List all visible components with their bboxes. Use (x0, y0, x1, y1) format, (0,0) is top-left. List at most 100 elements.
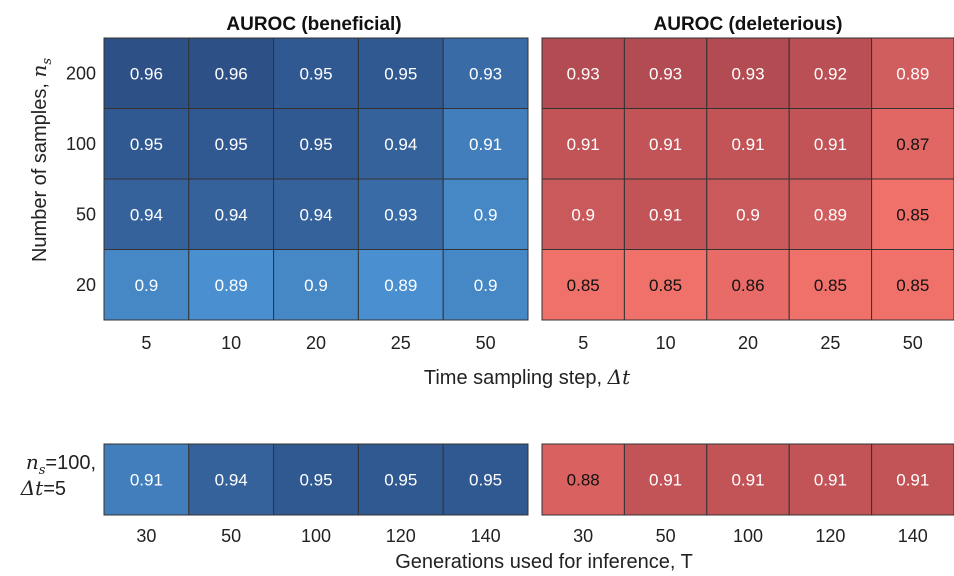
deleterious-cell-label: 0.93 (731, 64, 764, 83)
beneficial-cell (103, 178, 190, 250)
deleterious-cell (871, 178, 954, 250)
y-axis-label-symbol: n (27, 65, 51, 78)
deleterious-generations-x-tick-label: 30 (573, 526, 593, 546)
deleterious-cell-label: 0.91 (649, 135, 682, 154)
deleterious-x-tick-label: 10 (656, 333, 676, 353)
deleterious-generations-cell (706, 443, 790, 516)
deleterious-cell-label: 0.9 (571, 205, 595, 224)
x-axis-label-bottom: Generations used for inference, T (395, 551, 693, 573)
deleterious-cell-label: 0.85 (896, 276, 929, 295)
deleterious-cell (788, 249, 873, 321)
bottom-row-label-ns-subscript: s (39, 463, 46, 478)
beneficial-cell-label: 0.96 (215, 64, 248, 83)
beneficial-x-tick-label: 10 (221, 333, 241, 353)
beneficial-generations-cell (188, 443, 275, 516)
deleterious-cell (788, 37, 873, 109)
beneficial-x-tick-label: 20 (306, 333, 326, 353)
deleterious-generations-cell (871, 443, 954, 516)
deleterious-cell-label: 0.92 (814, 64, 847, 83)
deleterious-cell-label: 0.91 (731, 135, 764, 154)
beneficial-y-tick-label: 20 (76, 275, 96, 295)
deleterious-cell (706, 178, 790, 250)
heatmap-deleterious-generations: 0.88 0.91 0.91 0.91 0.91 30 50 100 120 140 (541, 443, 954, 546)
y-axis-label-subscript: s (40, 58, 55, 65)
deleterious-cell (541, 108, 625, 180)
beneficial-cell-label: 0.9 (135, 276, 159, 295)
beneficial-cell (357, 108, 444, 180)
deleterious-cell (871, 249, 954, 321)
deleterious-generations-cell-label: 0.91 (649, 471, 682, 490)
deleterious-cell-label: 0.86 (731, 276, 764, 295)
deleterious-cell-label: 0.85 (567, 276, 600, 295)
beneficial-cell-label: 0.89 (215, 276, 248, 295)
deleterious-cell (871, 108, 954, 180)
deleterious-cell (871, 37, 954, 109)
beneficial-cell-label: 0.93 (469, 64, 502, 83)
deleterious-cell-label: 0.85 (814, 276, 847, 295)
deleterious-cell-label: 0.91 (649, 205, 682, 224)
beneficial-cell-label: 0.94 (215, 205, 248, 224)
deleterious-cell (706, 249, 790, 321)
deleterious-cell-label: 0.87 (896, 135, 929, 154)
deleterious-x-tick-label: 50 (903, 333, 923, 353)
beneficial-cell (188, 37, 275, 109)
deleterious-cell (623, 108, 708, 180)
beneficial-x-tick-label: 50 (476, 333, 496, 353)
deleterious-cell-label: 0.85 (896, 205, 929, 224)
beneficial-cell-label: 0.93 (384, 205, 417, 224)
beneficial-generations-cell (442, 443, 529, 516)
deleterious-generations-cell (623, 443, 708, 516)
beneficial-generations-cell (357, 443, 444, 516)
heatmap-deleterious-main: 0.93 0.93 0.93 0.92 0.89 0.91 0.91 0.91 0.91 0.87… (541, 37, 954, 353)
deleterious-generations-cell-label: 0.91 (731, 471, 764, 490)
deleterious-cell-label: 0.91 (814, 135, 847, 154)
heatmap-beneficial-main: 0.96 0.96 0.95 0.95 0.930.95 0.95 0.95 0.94 0.91… (66, 37, 529, 353)
beneficial-cell (442, 249, 529, 321)
beneficial-cell (442, 178, 529, 250)
deleterious-generations-cell-label: 0.91 (896, 471, 929, 490)
deleterious-generations-cell (788, 443, 873, 516)
x-axis-label-top-text: Time sampling step, (424, 367, 608, 389)
deleterious-cell-label: 0.85 (649, 276, 682, 295)
beneficial-cell (442, 108, 529, 180)
beneficial-generations-cell-label: 0.95 (299, 471, 332, 490)
deleterious-cell (706, 37, 790, 109)
bottom-row-label-ns-value: =100, (45, 452, 96, 474)
deleterious-cell-label: 0.9 (736, 205, 760, 224)
beneficial-cell (273, 249, 359, 321)
beneficial-cell-label: 0.9 (304, 276, 328, 295)
beneficial-cell (273, 108, 359, 180)
y-axis-label-text: Number of samples, (29, 78, 51, 263)
beneficial-generations-x-tick-label: 140 (471, 526, 501, 546)
deleterious-cell-label: 0.93 (649, 64, 682, 83)
beneficial-cell-label: 0.94 (299, 205, 332, 224)
bottom-row-label-dt-symbol: Δt (20, 476, 44, 500)
beneficial-generations-cell-label: 0.94 (215, 471, 248, 490)
beneficial-cell-label: 0.94 (384, 135, 417, 154)
deleterious-x-tick-label: 5 (578, 333, 588, 353)
deleterious-cell-label: 0.93 (567, 64, 600, 83)
y-axis-label: Number of samples, ns (27, 58, 55, 262)
deleterious-x-tick-label: 20 (738, 333, 758, 353)
beneficial-x-tick-label: 5 (141, 333, 151, 353)
beneficial-panel-title: AUROC (beneficial) (226, 14, 401, 35)
beneficial-y-tick-label: 50 (76, 204, 96, 224)
deleterious-x-tick-label: 25 (820, 333, 840, 353)
beneficial-cell (188, 178, 275, 250)
beneficial-generations-x-tick-label: 100 (301, 526, 331, 546)
deleterious-cell (788, 178, 873, 250)
deleterious-cell (623, 178, 708, 250)
deleterious-cell (706, 108, 790, 180)
deleterious-cell-label: 0.89 (896, 64, 929, 83)
beneficial-cell-label: 0.89 (384, 276, 417, 295)
deleterious-generations-x-tick-label: 140 (898, 526, 928, 546)
beneficial-y-tick-label: 200 (66, 63, 96, 83)
beneficial-cell (188, 249, 275, 321)
deleterious-generations-cell-label: 0.91 (814, 471, 847, 490)
deleterious-cell (541, 37, 625, 109)
deleterious-cell (788, 108, 873, 180)
beneficial-cell-label: 0.95 (299, 64, 332, 83)
beneficial-cell-label: 0.95 (215, 135, 248, 154)
beneficial-generations-cell-label: 0.91 (130, 471, 163, 490)
